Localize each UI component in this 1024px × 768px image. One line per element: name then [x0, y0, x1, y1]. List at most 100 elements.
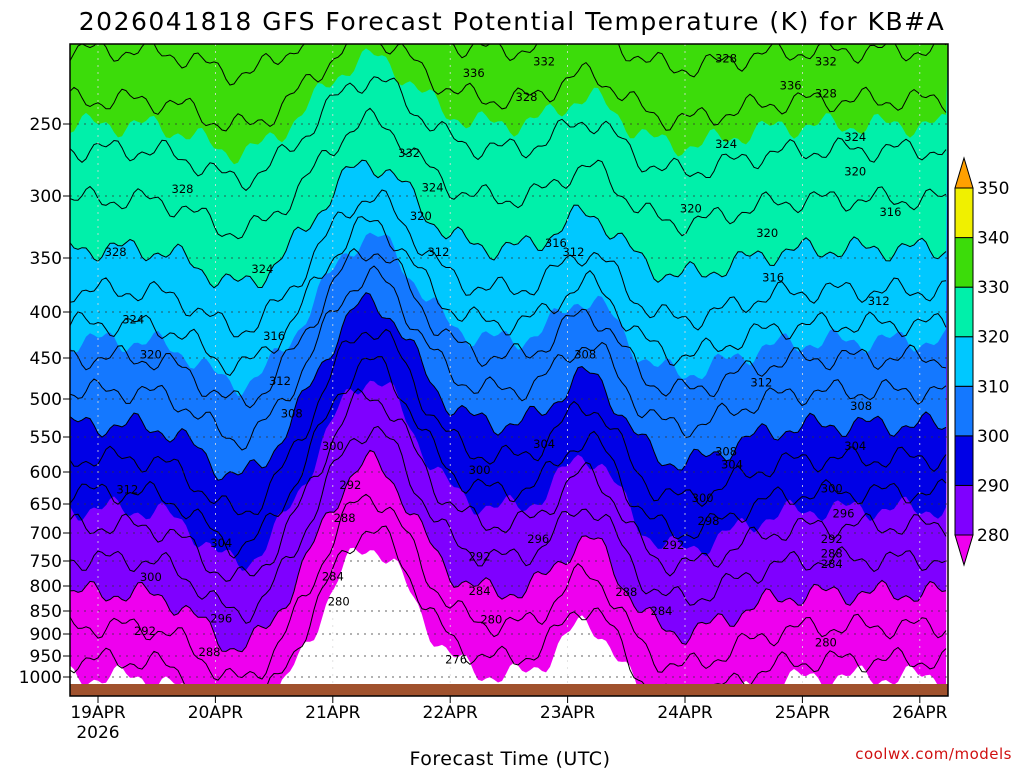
contour-label: 304 [533, 437, 555, 451]
y-tick-label: 900 [30, 625, 62, 645]
contour-label: 292 [469, 550, 491, 564]
contour-label: 300 [692, 491, 714, 505]
y-tick-label: 350 [30, 249, 62, 269]
y-tick-label: 850 [30, 602, 62, 622]
isentrope-line [70, 247, 947, 409]
y-tick-label: 450 [30, 349, 62, 369]
credit-text: coolwx.com/models [855, 745, 1012, 763]
chart-title: 2026041818 GFS Forecast Potential Temper… [79, 7, 945, 36]
contour-label: 312 [868, 294, 890, 308]
contour-label: 304 [844, 439, 866, 453]
contour-label: 324 [422, 180, 444, 194]
colorbar-segment [954, 286, 974, 338]
contour-label: 284 [821, 557, 843, 571]
contour-label: 328 [105, 245, 127, 259]
contour-label: 308 [281, 406, 303, 420]
colorbar-label: 300 [977, 427, 1009, 447]
contour-label: 288 [199, 645, 221, 659]
contour-label: 300 [140, 570, 162, 584]
contour-label: 320 [844, 165, 866, 179]
colorbar-segment [954, 484, 974, 536]
contour-label: 332 [815, 55, 837, 69]
colorbar: 280 290 300 310 320 330 340 350 [954, 156, 1009, 567]
contour-label: 292 [339, 478, 361, 492]
colorbar-segment [954, 435, 974, 486]
contour-label: 296 [527, 532, 549, 546]
contour-label: 312 [116, 482, 138, 496]
isentrope-line [70, 44, 947, 132]
contour-label: 298 [698, 514, 720, 528]
contour-label: 276 [445, 652, 467, 666]
contour-label: 332 [533, 55, 555, 69]
colorbar-segment [954, 336, 974, 387]
x-axis: 19APR 20APR 21APR 22APR 23APR 24APR 25APR 26APR [70, 696, 948, 723]
contour-label: 304 [721, 457, 743, 471]
x-tick-label: 19APR [70, 703, 126, 723]
y-tick-label: 600 [30, 463, 62, 483]
isentrope-line [70, 356, 947, 559]
y-tick-label: 550 [30, 428, 62, 448]
colorbar-label: 320 [977, 328, 1009, 348]
contour-label: 320 [680, 201, 702, 215]
isentrope-line [70, 425, 947, 624]
contour-label: 284 [322, 570, 344, 584]
contour-label: 328 [715, 51, 737, 65]
x-tick-label: 20APR [188, 703, 244, 723]
colorbar-extend-bottom [954, 534, 974, 567]
y-tick-label: 1000 [19, 668, 62, 688]
contour-label: 328 [815, 87, 837, 101]
contour-label: 316 [545, 236, 567, 250]
contour-label: 316 [879, 205, 901, 219]
contour-label: 320 [756, 226, 778, 240]
isentrope-line [70, 388, 947, 582]
colorbar-label: 290 [977, 476, 1009, 496]
y-tick-label: 500 [30, 390, 62, 410]
filled-bands [70, 44, 948, 696]
contour-label: 288 [615, 585, 637, 599]
isentrope-line [70, 44, 947, 86]
colorbar-segment [954, 385, 974, 437]
y-tick-label: 750 [30, 552, 62, 572]
x-tick-label: 24APR [657, 703, 713, 723]
y-axis: 250 300 350 400 450 500 550 600 650 700 750 800 850 9… [19, 115, 70, 688]
contour-label: 320 [140, 347, 162, 361]
contour-label: 324 [251, 262, 273, 276]
contour-label: 328 [516, 90, 538, 104]
contour-label: 292 [662, 538, 684, 552]
contour-label: 284 [469, 584, 491, 598]
isentrope-line [70, 159, 947, 289]
ground-strip [70, 684, 948, 696]
contour-label: 316 [263, 329, 285, 343]
x-tick-label: 21APR [305, 703, 361, 723]
contour-label: 296 [833, 506, 855, 520]
plot-area: 336 332 328 332 328 336 328 324 324 332 320 328 324 3… [70, 44, 948, 696]
isentrope-line [70, 107, 947, 240]
x-tick-label: 25APR [775, 703, 831, 723]
isentrope-line [70, 493, 947, 681]
colorbar-label: 340 [977, 229, 1009, 249]
x-tick-label: 22APR [423, 703, 479, 723]
plot-frame [69, 43, 949, 697]
contour-label: 312 [562, 245, 584, 259]
isentrope-line [70, 525, 947, 696]
contour-label: 312 [427, 245, 449, 259]
contour-labels: 336 332 328 332 328 336 328 324 324 332 320 328 324 3… [105, 51, 902, 666]
y-tick-label: 650 [30, 495, 62, 515]
contour-label: 288 [334, 511, 356, 525]
contour-label: 300 [322, 439, 344, 453]
contour-label: 296 [210, 611, 232, 625]
contour-label: 308 [715, 445, 737, 459]
isentrope-line [70, 265, 947, 451]
y-tick-label: 800 [30, 577, 62, 597]
contour-label: 320 [410, 209, 432, 223]
colorbar-extend-top [954, 156, 974, 189]
x-tick-label: 23APR [540, 703, 596, 723]
colorbar-label: 350 [977, 179, 1009, 199]
y-tick-label: 700 [30, 524, 62, 544]
colorbar-label: 330 [977, 278, 1009, 298]
colorbar-segment [954, 187, 974, 239]
contour-label: 332 [398, 146, 420, 160]
contour-label: 300 [469, 463, 491, 477]
contour-label: 308 [574, 347, 596, 361]
